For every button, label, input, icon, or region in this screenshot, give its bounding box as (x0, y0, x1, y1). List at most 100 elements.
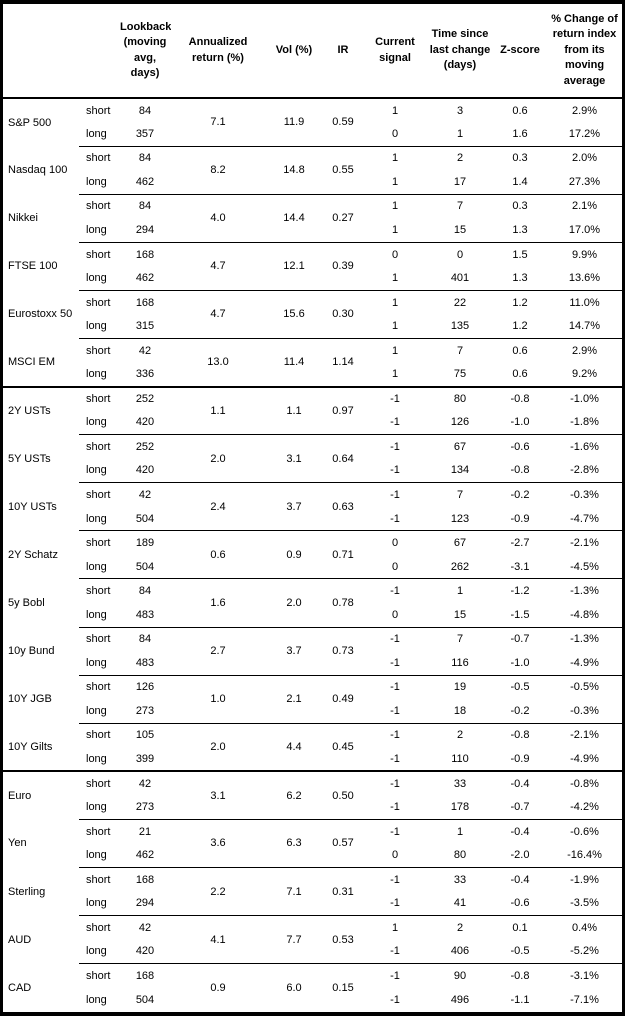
lookback-value: 357 (135, 127, 155, 140)
zscore-value: -0.2 (493, 482, 547, 507)
zscore-value: -0.4 (493, 818, 547, 844)
col-header-horizon (79, 4, 119, 99)
instrument-row-short: 10y Bund short 84 2.7 3.7 0.73 -1 7 -0.7 -1.3% (3, 626, 622, 676)
instrument-row-long: long 483 0 15 -1.5 -4.8% (3, 603, 622, 627)
signal-value: 1 (391, 175, 399, 188)
signal-value: 0 (363, 530, 427, 555)
col-header-pct-change: % Change of return index from its moving… (547, 4, 622, 99)
pct-change-value: 17.0% (568, 224, 601, 236)
zscore-value: 1.4 (512, 175, 528, 188)
zscore-value: -0.4 (493, 770, 547, 796)
instrument-row-long: long 294 -1 41 -0.6 -3.5% (3, 892, 622, 916)
zscore-value: -2.0 (510, 849, 530, 862)
lookback-value: 168 (119, 289, 171, 315)
lookback-value: 42 (119, 482, 171, 507)
lookback-value: 252 (119, 434, 171, 459)
ir-value: 0.97 (323, 385, 363, 435)
horizon-label: short (79, 915, 119, 940)
time-since-value: 110 (451, 752, 469, 765)
instrument-row-short: Sterling short 168 2.2 7.1 0.31 -1 33 -0.4 -1.9% (3, 866, 622, 916)
time-since-value: 67 (427, 530, 493, 555)
pct-change-value: 2.1% (547, 193, 622, 219)
pct-change-value: -2.8% (570, 464, 599, 477)
time-since-value: 2 (427, 915, 493, 940)
vol-value: 11.9 (283, 116, 305, 129)
pct-change-value: 17.2% (568, 127, 601, 140)
instrument-name: 10Y JGB (8, 693, 52, 706)
signal-value: -1 (363, 818, 427, 844)
instrument-row-short: 10Y USTs short 42 2.4 3.7 0.63 -1 7 -0.2 -0.3% (3, 482, 622, 531)
instrument-row-long: long 504 -1 123 -0.9 -4.7% (3, 507, 622, 531)
instrument-row-short: 5Y USTs short 252 2.0 3.1 0.64 -1 67 -0.6 -1.6% (3, 434, 622, 483)
signal-value: -1 (390, 464, 400, 477)
horizon-label: short (79, 482, 119, 507)
instrument-row-short: 10Y JGB short 126 1.0 2.1 0.49 -1 19 -0.5 -0.5% (3, 674, 622, 724)
horizon-label: short (79, 145, 119, 171)
zscore-value: -0.7 (493, 626, 547, 652)
vol-value: 15.6 (265, 289, 323, 339)
pct-change-value: -0.6% (547, 818, 622, 844)
pct-change-value: -0.5% (547, 674, 622, 700)
instrument-name: FTSE 100 (8, 260, 58, 273)
header-row: Lookback (moving avg, days) Annualized r… (3, 4, 622, 99)
annualized-return-value: 4.0 (171, 193, 265, 243)
ir-value: 0.30 (323, 289, 363, 339)
col-header-vol: Vol (%) (265, 4, 323, 99)
instrument-row-short: 2Y USTs short 252 1.1 1.1 0.97 -1 80 -0.8 -1.0% (3, 385, 622, 435)
time-since-value: 0 (427, 241, 493, 267)
instrument-row-long: long 462 0 80 -2.0 -16.4% (3, 843, 622, 867)
lookback-value: 462 (135, 849, 155, 862)
lookback-value: 126 (119, 674, 171, 700)
annualized-return-value: 13.0 (171, 337, 265, 387)
time-since-value: 19 (427, 674, 493, 700)
instrument-row-short: FTSE 100 short 168 4.7 12.1 0.39 0 0 1.5 9.9% (3, 241, 622, 291)
zscore-value: -0.8 (493, 963, 547, 988)
signal-value: 1 (363, 337, 427, 363)
pct-change-value: 11.0% (547, 289, 622, 315)
time-since-value: 1 (427, 578, 493, 603)
pct-change-value: -16.4% (567, 849, 602, 862)
time-since-value: 17 (453, 175, 467, 188)
time-since-value: 406 (450, 945, 470, 958)
pct-change-value: -4.9% (570, 656, 599, 669)
zscore-value: 0.6 (493, 337, 547, 363)
time-since-value: 262 (450, 560, 470, 573)
instrument-row-short: Eurostoxx 50 short 168 4.7 15.6 0.30 1 22 1.2 11.… (3, 289, 622, 339)
ir-value: 0.59 (332, 116, 354, 129)
zscore-value: -0.8 (493, 722, 547, 748)
lookback-value: 420 (135, 416, 155, 429)
lookback-value: 315 (135, 320, 155, 333)
lookback-value: 42 (119, 337, 171, 363)
pct-change-value: -2.1% (547, 722, 622, 748)
zscore-value: -0.6 (510, 897, 530, 910)
signal-value: 0 (391, 849, 399, 862)
vol-value: 2.1 (265, 674, 323, 724)
signal-value: -1 (390, 945, 400, 958)
lookback-value: 42 (119, 770, 171, 796)
zscore-value: -1.5 (510, 608, 530, 621)
horizon-label: short (79, 193, 119, 219)
lookback-value: 21 (119, 818, 171, 844)
ir-value: 0.64 (323, 434, 363, 483)
zscore-value: 1.2 (512, 320, 528, 333)
instrument-row-long: long 399 -1 110 -0.9 -4.9% (3, 747, 622, 771)
annualized-return-value: 3.6 (171, 818, 265, 868)
lookback-value: 294 (135, 224, 155, 236)
col-header-instrument (3, 4, 79, 99)
annualized-return-value: 0.9 (171, 963, 265, 1012)
vol-value: 1.1 (265, 385, 323, 435)
zscore-value: -0.4 (493, 866, 547, 892)
col-header-ir: IR (323, 4, 363, 99)
annualized-return-value: 2.4 (171, 482, 265, 531)
instrument-row-long: long 336 1 75 0.6 9.2% (3, 363, 622, 387)
lookback-value: 252 (119, 385, 171, 411)
vol-value: 6.3 (265, 818, 323, 868)
signal-value: 0 (391, 608, 399, 621)
signal-value: -1 (363, 482, 427, 507)
instrument-row-long: long 273 -1 18 -0.2 -0.3% (3, 699, 622, 723)
instrument-name: 2Y USTs (3, 385, 79, 435)
instrument-row-long: long 483 -1 116 -1.0 -4.9% (3, 651, 622, 675)
zscore-value: -0.2 (510, 704, 530, 717)
vol-value: 11.4 (265, 337, 323, 387)
pct-change-value: -5.2% (570, 945, 599, 958)
